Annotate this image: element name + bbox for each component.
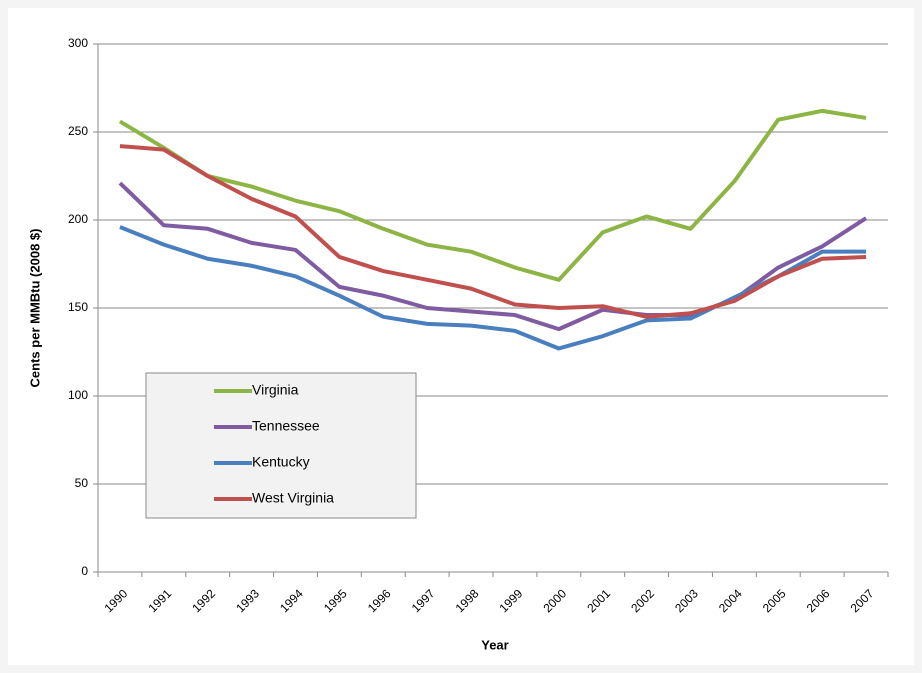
series-line — [118, 108, 867, 282]
y-tick-label: 300 — [68, 36, 88, 50]
y-tick-label: 250 — [68, 124, 88, 138]
chart-area — [8, 8, 914, 665]
legend-label: West Virginia — [252, 490, 334, 506]
x-axis-label: Year — [481, 637, 508, 652]
y-tick-label: 0 — [81, 564, 88, 578]
legend-label: Tennessee — [252, 418, 320, 434]
legend-label: Kentucky — [252, 454, 310, 470]
series-line — [119, 144, 867, 319]
y-tick-label: 50 — [75, 476, 89, 490]
y-tick-label: 150 — [68, 300, 88, 314]
y-tick-label: 100 — [68, 388, 88, 402]
y-axis-label: Cents per MMBtu (2008 $) — [27, 229, 42, 388]
y-tick-label: 200 — [68, 212, 88, 226]
legend-label: Virginia — [252, 382, 299, 398]
legend-box — [145, 372, 417, 519]
series-line — [119, 225, 867, 351]
